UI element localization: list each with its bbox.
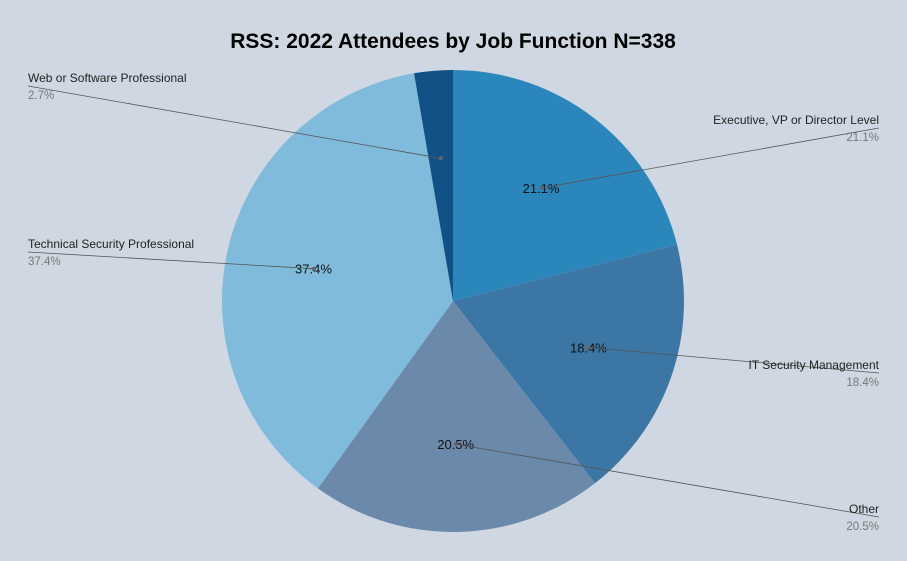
leader-line-web-or-software-professional <box>27 85 441 159</box>
legend-name-executive-vp-or-director-level: Executive, VP or Director Level <box>713 113 879 127</box>
leader-dot-technical-security-professional <box>311 266 316 271</box>
pie-slice-web-or-software-professional <box>414 70 453 301</box>
legend-pct-it-security-management: 18.4% <box>846 377 879 389</box>
leader-dot-it-security-management <box>586 345 591 350</box>
legend-name-it-security-management: IT Security Management <box>748 358 879 372</box>
callout-legend: Executive, VP or Director Level 21.1% IT S… <box>27 71 880 533</box>
leader-line-technical-security-professional <box>27 251 314 270</box>
pie-slice-technical-security-professional <box>221 73 453 489</box>
legend-pct-web-or-software-professional: 2.7% <box>28 90 54 102</box>
pie-slice-executive-vp-or-director-level <box>453 70 678 301</box>
legend-name-web-or-software-professional: Web or Software Professional <box>28 71 187 85</box>
leader-dot-other <box>453 442 458 447</box>
legend-name-other: Other <box>849 502 879 516</box>
pie-slice-other <box>317 301 596 532</box>
leader-dot-executive-vp-or-director-level <box>539 186 544 191</box>
leader-line-executive-vp-or-director-level <box>540 127 880 189</box>
leader-line-other <box>455 443 880 518</box>
chart-title: RSS: 2022 Attendees by Job Function N=33… <box>230 30 676 53</box>
legend-pct-executive-vp-or-director-level: 21.1% <box>846 132 879 144</box>
leader-line-it-security-management <box>588 347 880 374</box>
legend-name-technical-security-professional: Technical Security Professional <box>28 237 194 251</box>
leader-dot-web-or-software-professional <box>438 156 443 161</box>
legend-pct-technical-security-professional: 37.4% <box>28 256 61 268</box>
legend-pct-other: 20.5% <box>846 521 879 533</box>
pie-slices <box>221 70 684 532</box>
pie-slice-it-security-management <box>453 244 684 484</box>
